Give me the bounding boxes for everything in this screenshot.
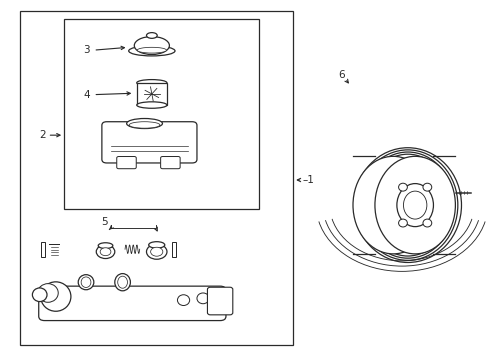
Ellipse shape	[126, 118, 162, 129]
Text: 3: 3	[83, 45, 90, 55]
Ellipse shape	[32, 288, 47, 302]
Ellipse shape	[148, 242, 164, 248]
Text: 4: 4	[83, 90, 90, 100]
Ellipse shape	[137, 102, 166, 108]
Ellipse shape	[398, 219, 407, 227]
Ellipse shape	[137, 80, 166, 86]
Ellipse shape	[129, 122, 160, 128]
Bar	[64, 19, 259, 209]
Ellipse shape	[41, 282, 71, 311]
FancyBboxPatch shape	[39, 286, 225, 320]
FancyBboxPatch shape	[117, 157, 136, 169]
FancyBboxPatch shape	[102, 122, 197, 163]
Ellipse shape	[352, 156, 432, 254]
Ellipse shape	[197, 293, 209, 304]
Ellipse shape	[398, 183, 407, 191]
Bar	[41, 242, 44, 257]
Ellipse shape	[177, 295, 189, 306]
Text: 2: 2	[39, 130, 46, 140]
Ellipse shape	[146, 244, 166, 259]
Ellipse shape	[403, 191, 426, 219]
Ellipse shape	[134, 37, 169, 54]
Ellipse shape	[150, 247, 163, 256]
Ellipse shape	[137, 47, 166, 53]
Bar	[20, 12, 293, 345]
Ellipse shape	[422, 219, 431, 227]
Bar	[137, 83, 166, 105]
Text: 5: 5	[101, 217, 107, 227]
Ellipse shape	[396, 184, 432, 226]
Ellipse shape	[118, 276, 127, 288]
Ellipse shape	[353, 148, 461, 262]
Ellipse shape	[38, 284, 58, 302]
Text: –1: –1	[302, 175, 314, 185]
Ellipse shape	[374, 156, 454, 254]
FancyBboxPatch shape	[160, 157, 180, 169]
Bar	[172, 242, 176, 257]
Ellipse shape	[98, 243, 113, 248]
Ellipse shape	[115, 274, 130, 291]
Ellipse shape	[422, 183, 431, 191]
Ellipse shape	[128, 46, 175, 56]
Ellipse shape	[81, 277, 91, 288]
Text: 6: 6	[338, 70, 345, 80]
Ellipse shape	[100, 248, 111, 256]
Ellipse shape	[78, 275, 94, 290]
Ellipse shape	[96, 245, 115, 258]
Ellipse shape	[146, 33, 157, 39]
FancyBboxPatch shape	[207, 287, 232, 315]
